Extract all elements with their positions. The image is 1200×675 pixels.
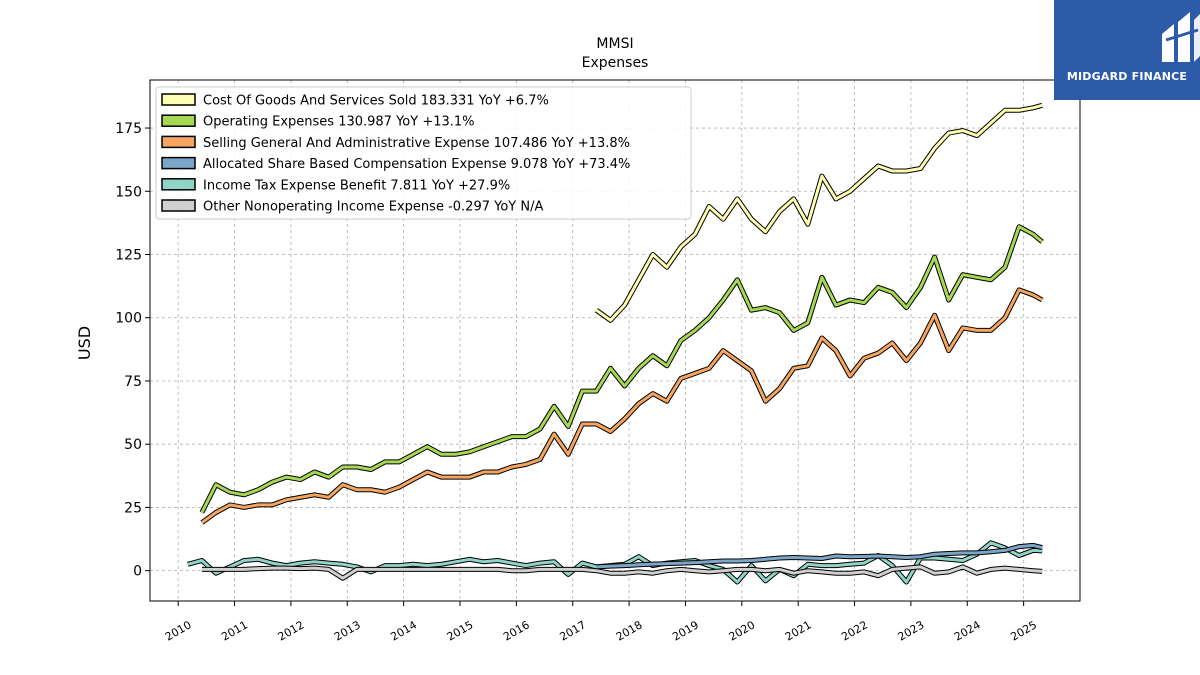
y-tick-label: 150 <box>115 184 142 200</box>
legend: Cost Of Goods And Services Sold 183.331 … <box>155 86 692 220</box>
x-tick-label: 2021 <box>783 618 814 643</box>
x-tick-label: 2015 <box>445 618 476 643</box>
legend-swatch <box>161 156 196 170</box>
chart-subtitle: Expenses <box>582 55 649 71</box>
series-line <box>595 103 1043 322</box>
y-tick-label: 0 <box>133 564 142 580</box>
legend-swatch <box>161 178 196 191</box>
x-tick-label: 2010 <box>163 618 194 643</box>
legend-swatch <box>161 114 196 127</box>
y-tick-label: 175 <box>115 121 142 137</box>
series-4 <box>596 542 1043 570</box>
legend-swatch <box>161 199 196 212</box>
x-tick-label: 2025 <box>1008 618 1039 643</box>
y-tick-label: 50 <box>124 437 142 453</box>
series-2 <box>199 224 1044 514</box>
x-tick-label: 2020 <box>727 618 758 643</box>
legend-entry: Operating Expenses 130.987 YoY +13.1% <box>203 115 475 130</box>
legend-entry: Allocated Share Based Compensation Expen… <box>203 157 630 172</box>
series-lines <box>187 102 1044 585</box>
x-tick-label: 2016 <box>501 618 532 643</box>
x-tick-label: 2022 <box>839 618 870 643</box>
series-line <box>201 565 1043 580</box>
series-line <box>596 543 1043 569</box>
series-line <box>200 225 1044 514</box>
brand-logo: MIDGARD FINANCE <box>1054 0 1200 100</box>
y-axis-label: USD <box>75 326 94 360</box>
chart-title: MMSI <box>596 36 633 52</box>
legend-entry: Cost Of Goods And Services Sold 183.331 … <box>203 94 549 109</box>
x-tick-label: 2018 <box>614 618 645 643</box>
series-line-outline <box>200 287 1044 525</box>
legend-box <box>155 86 692 220</box>
x-tick-label: 2017 <box>557 618 588 643</box>
x-tick-label: 2024 <box>952 618 983 643</box>
legend-swatch <box>161 93 196 106</box>
x-tick-label: 2012 <box>276 618 307 643</box>
legend-entry: Income Tax Expense Benefit 7.811 YoY +27… <box>203 178 510 193</box>
series-line <box>187 541 1043 584</box>
y-tick-label: 25 <box>124 500 142 516</box>
series-line <box>201 288 1043 524</box>
series-3 <box>200 287 1044 525</box>
series-line-outline <box>199 224 1044 514</box>
series-5 <box>187 540 1043 585</box>
legend-entry: Selling General And Administrative Expen… <box>203 136 630 151</box>
y-tick-label: 100 <box>115 311 142 327</box>
legend-swatch <box>161 135 196 149</box>
y-tick-label: 125 <box>115 248 142 264</box>
x-tick-label: 2013 <box>332 618 363 643</box>
y-tick-label: 75 <box>124 374 142 390</box>
logo-text: MIDGARD FINANCE <box>1066 70 1188 83</box>
series-1 <box>594 102 1043 323</box>
logo-mark-icon <box>1162 12 1200 62</box>
legend-entry: Other Nonoperating Income Expense -0.297… <box>203 200 543 215</box>
x-tick-label: 2019 <box>670 618 701 643</box>
series-6 <box>201 564 1043 581</box>
x-tick-label: 2011 <box>219 618 250 643</box>
x-tick-label: 2014 <box>388 618 419 643</box>
x-tick-label: 2023 <box>896 618 927 643</box>
plot-frame <box>149 79 1081 602</box>
